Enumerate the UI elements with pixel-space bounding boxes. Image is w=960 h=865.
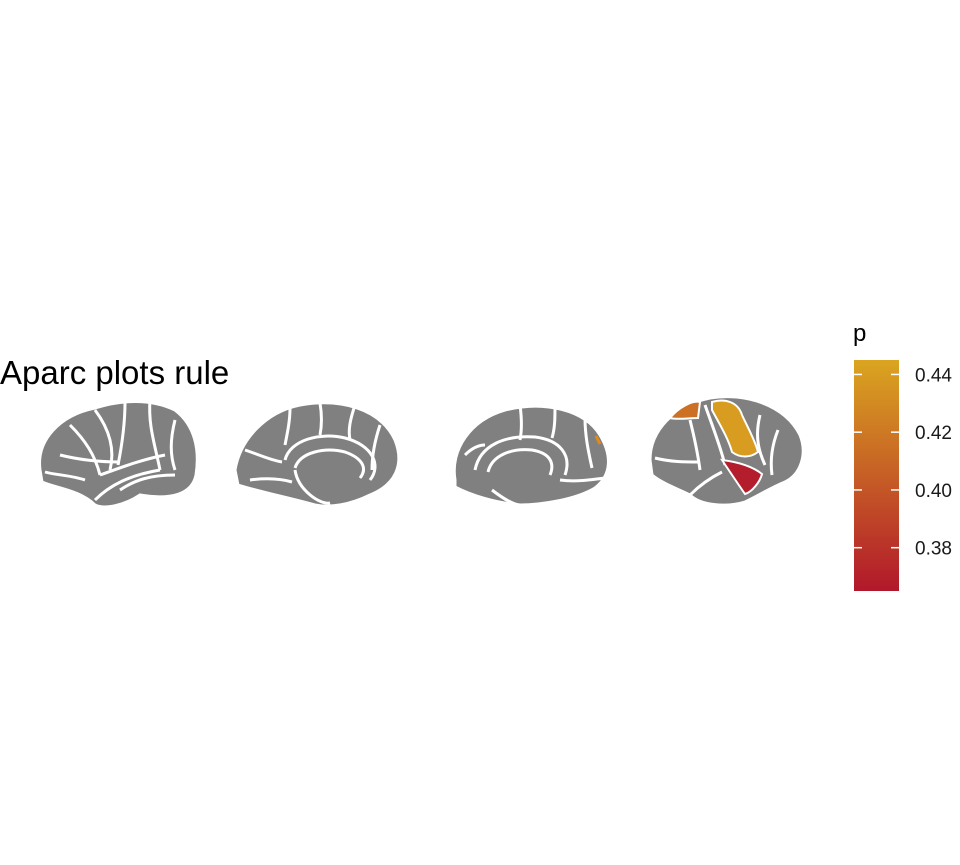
region-supramarginal [711,399,760,458]
legend-title: p [853,320,867,347]
brain-right-lateral [648,395,805,507]
brain-left-medial [233,401,401,508]
colorbar-tick-label: 0.40 [915,481,952,502]
colorbar-tick-label: 0.38 [915,539,952,560]
colorbar [854,360,899,591]
region-superior-temporal [719,458,764,496]
brain-right-medial [452,404,610,507]
colorbar-tick-label: 0.44 [915,365,952,386]
colorbar-tick-label: 0.42 [915,423,952,444]
chart-title: Aparc plots rule [0,354,230,391]
region-superior-parietal [668,400,702,420]
brain-left-lateral [38,399,199,509]
